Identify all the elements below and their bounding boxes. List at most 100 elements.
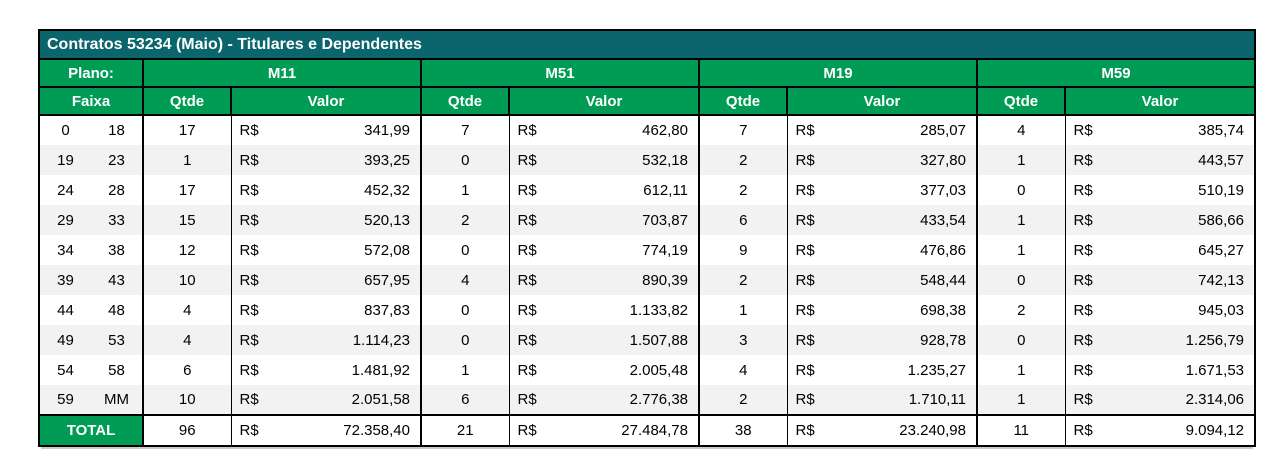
- currency-label: R$: [239, 271, 259, 289]
- total-valor-m51: R$ 27.484,78: [509, 414, 700, 446]
- table-row: 59 MM 10 R$ 2.051,58 6 R$ 2.776,38 2 R$ 1.710,11 1 R…: [39, 385, 1256, 415]
- amount: 837,83: [364, 301, 410, 319]
- amount: 520,13: [364, 211, 410, 229]
- valor-cell: R$ 452,32: [231, 175, 422, 205]
- amount: 510,19: [1198, 181, 1244, 199]
- currency-label: R$: [239, 422, 259, 439]
- currency-label: R$: [795, 241, 815, 259]
- currency-label: R$: [239, 151, 259, 169]
- qtde-cell: 0: [420, 295, 510, 325]
- qtde-cell: 6: [142, 355, 232, 385]
- qtde-cell: 0: [420, 145, 510, 175]
- amount: 2.051,58: [351, 391, 410, 408]
- qtde-cell: 2: [698, 175, 788, 205]
- currency-label: R$: [239, 211, 259, 229]
- qtde-cell: 2: [976, 295, 1066, 325]
- qtde-cell: 0: [420, 235, 510, 265]
- currency-label: R$: [239, 301, 259, 319]
- amount: 572,08: [364, 241, 410, 259]
- valor-cell: R$ 612,11: [509, 175, 700, 205]
- faixa-max-cell: 38: [108, 241, 125, 259]
- faixa-max-cell: 18: [108, 122, 125, 139]
- amount: 1.507,88: [629, 331, 688, 349]
- faixa-min-cell: 29: [39, 205, 91, 235]
- amount: 443,57: [1198, 151, 1244, 169]
- amount: 462,80: [642, 122, 688, 139]
- valor-cell: R$ 1.481,92: [231, 355, 422, 385]
- total-qtde-m59: 11: [976, 414, 1066, 446]
- valor-cell: R$ 1.507,88: [509, 325, 700, 355]
- faixa-max-cell: 23: [91, 145, 143, 175]
- valor-cell: R$ 548,44: [787, 265, 978, 295]
- currency-label: R$: [1073, 181, 1093, 199]
- valor-cell: R$ 285,07: [787, 115, 978, 145]
- qtde-cell: 1: [976, 145, 1066, 175]
- currency-label: R$: [1073, 241, 1093, 259]
- qtde-cell: 0: [976, 175, 1066, 205]
- amount: 928,78: [920, 331, 966, 349]
- qtde-cell: 10: [142, 265, 232, 295]
- amount: 1.481,92: [351, 361, 410, 379]
- currency-label: R$: [239, 391, 259, 408]
- currency-label: R$: [795, 271, 815, 289]
- currency-label: R$: [1073, 361, 1093, 379]
- qtde-header-m51: Qtde: [420, 86, 510, 116]
- valor-cell: R$ 890,39: [509, 265, 700, 295]
- qtde-cell: 1: [698, 295, 788, 325]
- amount: 1.671,53: [1185, 361, 1244, 379]
- currency-label: R$: [1073, 422, 1093, 439]
- qtde-cell: 1: [976, 205, 1066, 235]
- qtde-cell: 15: [142, 205, 232, 235]
- valor-cell: R$ 341,99: [231, 115, 422, 145]
- total-qtde-m51: 21: [420, 414, 510, 446]
- currency-label: R$: [517, 181, 537, 199]
- qtde-cell: 4: [142, 325, 232, 355]
- currency-label: R$: [517, 241, 537, 259]
- valor-cell: R$ 703,87: [509, 205, 700, 235]
- currency-label: R$: [795, 181, 815, 199]
- faixa-header: Faixa: [38, 86, 144, 116]
- amount: 2.005,48: [629, 361, 688, 379]
- qtde-cell: 9: [698, 235, 788, 265]
- qtde-header-m59: Qtde: [976, 86, 1066, 116]
- total-valor-m11: R$ 72.358,40: [231, 414, 422, 446]
- plan-header-m19: M19: [698, 58, 978, 88]
- valor-cell: R$ 520,13: [231, 205, 422, 235]
- faixa-max-cell: 43: [91, 265, 143, 295]
- currency-label: R$: [1073, 391, 1093, 408]
- faixa-max-cell: MM: [91, 385, 143, 415]
- currency-label: R$: [1073, 331, 1093, 349]
- faixa-min-cell: 44: [57, 301, 74, 319]
- currency-label: R$: [517, 422, 537, 439]
- qtde-cell: 1: [142, 145, 232, 175]
- amount: 742,13: [1198, 271, 1244, 289]
- currency-label: R$: [239, 122, 259, 139]
- valor-cell: R$ 476,86: [787, 235, 978, 265]
- currency-label: R$: [517, 122, 537, 139]
- total-valor-m19: R$ 23.240,98: [787, 414, 978, 446]
- amount: 1.114,23: [352, 331, 410, 349]
- table-row: 19 23 1 R$ 393,25 0 R$ 532,18 2 R$ 327,80 1 R$ 443,57: [39, 145, 1256, 175]
- qtde-cell: 4: [142, 295, 232, 325]
- currency-label: R$: [1073, 211, 1093, 229]
- currency-label: R$: [795, 422, 815, 439]
- amount: 2.776,38: [629, 391, 688, 408]
- valor-cell: R$ 572,08: [231, 235, 422, 265]
- currency-label: R$: [1073, 122, 1093, 139]
- currency-label: R$: [795, 331, 815, 349]
- amount: 452,32: [364, 181, 410, 199]
- valor-cell: R$ 586,66: [1065, 205, 1256, 235]
- amount: 327,80: [920, 151, 966, 169]
- valor-cell: R$ 645,27: [1065, 235, 1256, 265]
- plano-label: Plano:: [38, 58, 144, 88]
- amount: 698,38: [920, 301, 966, 319]
- plan-header-m11: M11: [142, 58, 422, 88]
- qtde-cell: 2: [698, 145, 788, 175]
- total-qtde-m19: 38: [698, 414, 788, 446]
- valor-cell: R$ 1.256,79: [1065, 325, 1256, 355]
- currency-label: R$: [1073, 151, 1093, 169]
- currency-label: R$: [517, 301, 537, 319]
- valor-header-m51: Valor: [508, 86, 700, 116]
- amount: 774,19: [642, 241, 688, 259]
